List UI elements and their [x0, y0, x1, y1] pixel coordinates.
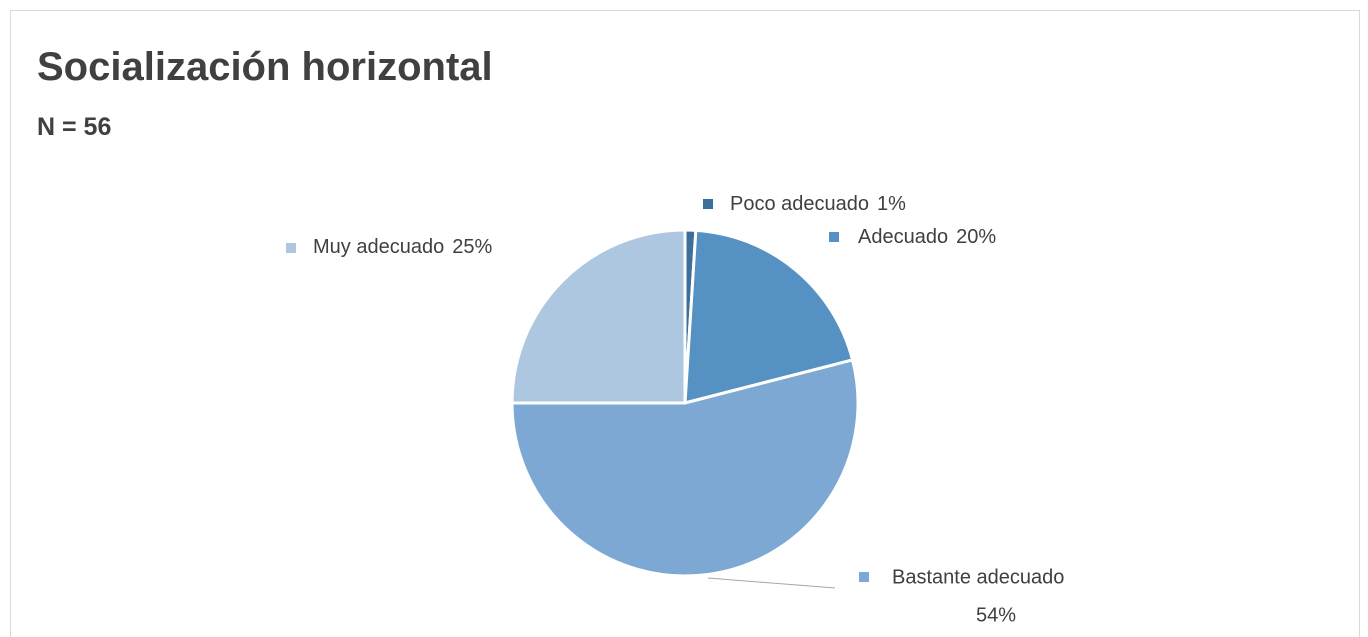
- leader-line: [707, 577, 836, 589]
- pie-slice: [510, 358, 860, 578]
- pie-slice: [510, 228, 687, 405]
- legend-marker: [286, 243, 296, 253]
- pie-slice: [683, 228, 855, 405]
- legend-marker: [859, 572, 869, 582]
- slice-value: 25%: [452, 236, 492, 258]
- slice-label: Muy adecuado 25%: [313, 236, 492, 258]
- slice-label: Poco adecuado 1%: [730, 193, 906, 215]
- legend-marker: [703, 199, 713, 209]
- slice-label: Bastante adecuado: [892, 566, 1064, 588]
- slice-label: Adecuado 20%: [858, 226, 996, 248]
- slice-name: Muy adecuado: [313, 236, 444, 258]
- slice-name: Adecuado: [858, 226, 948, 248]
- slice-name: Poco adecuado: [730, 193, 869, 215]
- slice-value: 1%: [877, 193, 906, 215]
- chart-subtitle: N = 56: [37, 113, 111, 141]
- legend-marker: [829, 232, 839, 242]
- chart-title: Socialización horizontal: [37, 45, 493, 89]
- slice-value: 54%: [976, 604, 1016, 626]
- slice-value: 20%: [956, 226, 996, 248]
